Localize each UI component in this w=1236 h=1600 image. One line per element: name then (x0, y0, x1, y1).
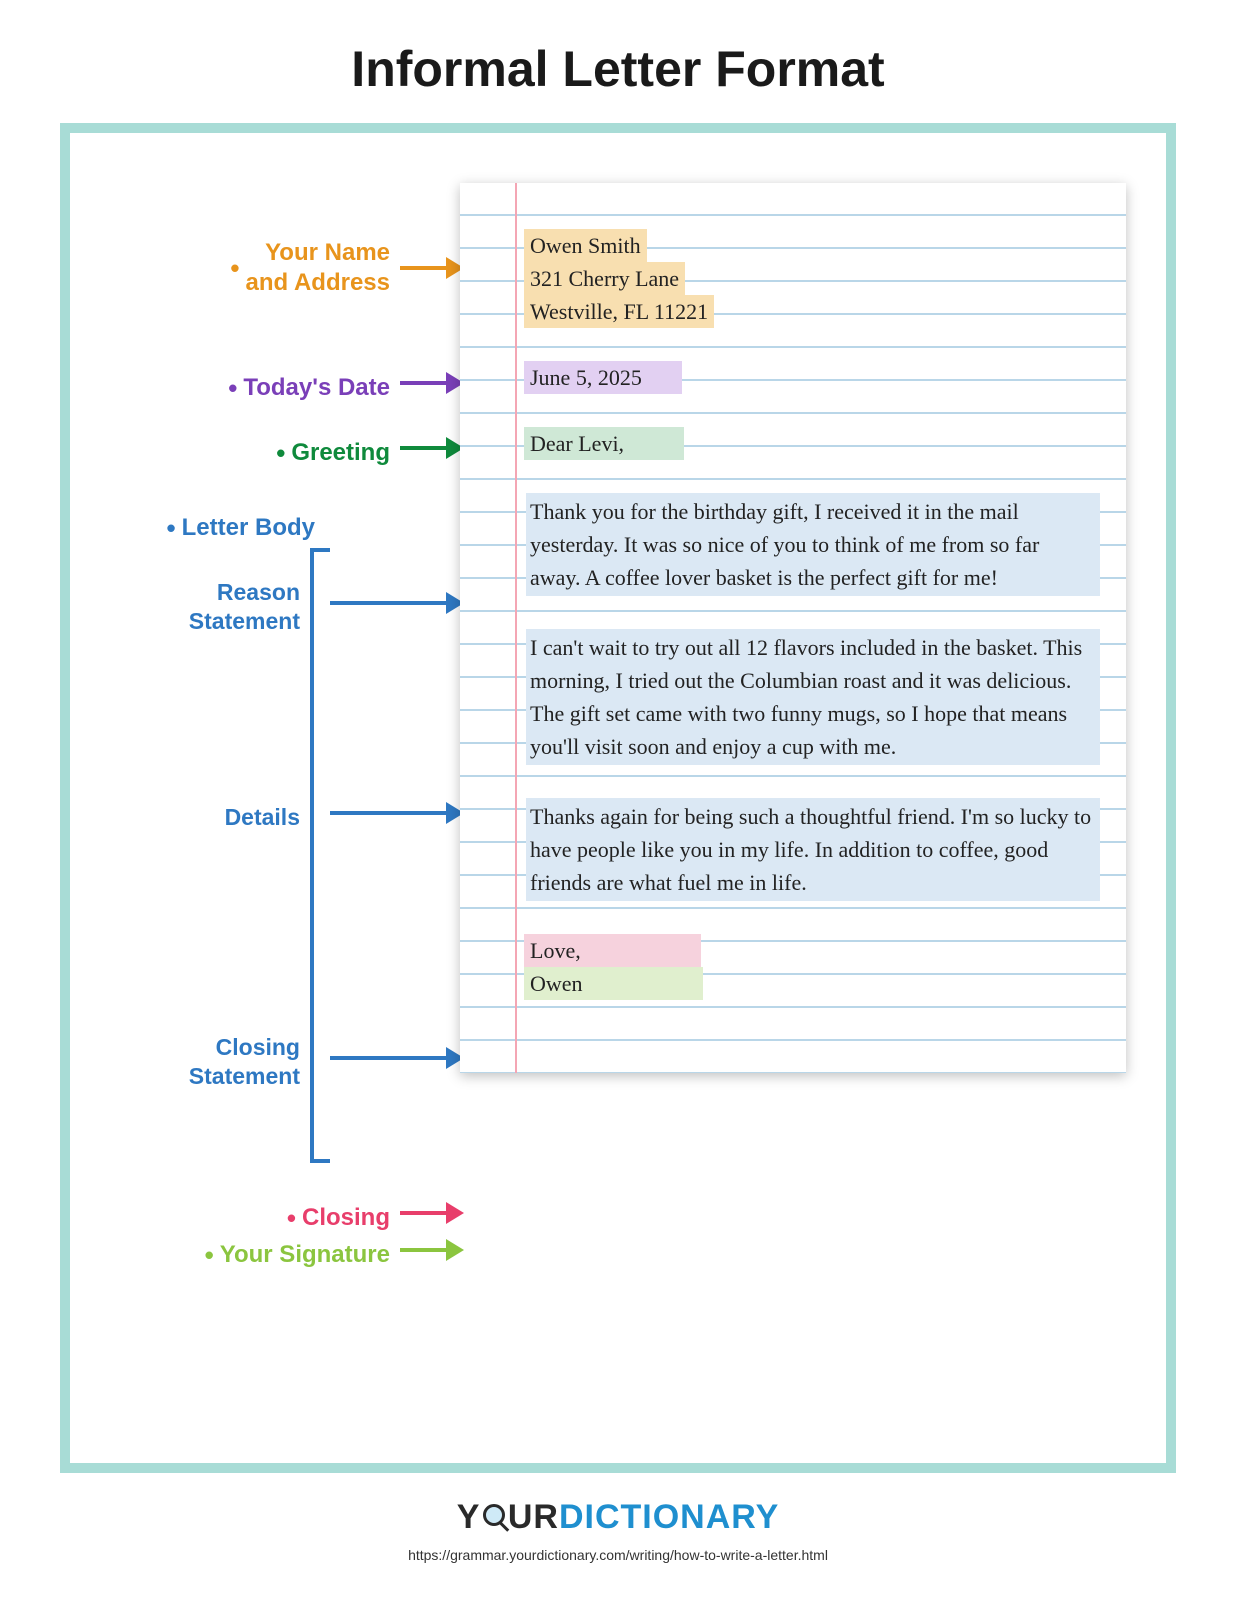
label-reason: Reason Statement (189, 578, 300, 636)
label-date: • Today's Date (228, 373, 390, 403)
label-text: Today's Date (243, 373, 390, 403)
page-title: Informal Letter Format (60, 40, 1176, 98)
bullet-icon: • (205, 1242, 214, 1268)
letter-paper: Owen Smith 321 Cherry Lane Westville, FL… (460, 183, 1126, 1073)
logo-text-ur: UR (508, 1498, 559, 1536)
logo: YOURDICTIONARY (60, 1498, 1176, 1537)
closing-block: Love, (530, 934, 1096, 967)
sender-name: Owen Smith (524, 229, 647, 262)
body-paragraph-details: I can't wait to try out all 12 flavors i… (530, 629, 1096, 765)
label-text: Closing Statement (189, 1033, 300, 1091)
sender-city: Westville, FL 11221 (524, 295, 714, 328)
label-address: • Your Name and Address (230, 238, 390, 298)
sender-address-block: Owen Smith 321 Cherry Lane Westville, FL… (530, 229, 1096, 328)
bullet-icon: • (287, 1205, 296, 1231)
footer: YOURDICTIONARY https://grammar.yourdicti… (60, 1498, 1176, 1563)
paragraph-text: Thank you for the birthday gift, I recei… (526, 493, 1100, 596)
labels-column: • Your Name and Address • Today's Date •… (110, 183, 400, 1413)
letter-date: June 5, 2025 (524, 361, 682, 394)
label-text: Details (225, 803, 300, 832)
content-row: • Your Name and Address • Today's Date •… (110, 183, 1126, 1413)
label-text: Closing (302, 1203, 390, 1233)
date-block: June 5, 2025 (530, 361, 1096, 394)
bullet-icon: • (167, 515, 176, 541)
body-bracket (310, 548, 330, 1163)
label-signature: • Your Signature (205, 1240, 390, 1270)
logo-text-dictionary: DICTIONARY (559, 1498, 779, 1536)
letter-greeting: Dear Levi, (524, 427, 684, 460)
logo-text-y: Y (457, 1498, 481, 1536)
label-text: Reason Statement (189, 578, 300, 636)
sender-street: 321 Cherry Lane (524, 262, 685, 295)
letter-signature: Owen (524, 967, 703, 1000)
body-paragraph-reason: Thank you for the birthday gift, I recei… (530, 493, 1096, 596)
source-url: https://grammar.yourdictionary.com/writi… (60, 1547, 1176, 1563)
label-text: Your Signature (220, 1240, 390, 1270)
label-text: Greeting (291, 438, 390, 468)
paragraph-text: Thanks again for being such a thoughtful… (526, 798, 1100, 901)
label-closing: • Closing (287, 1203, 390, 1233)
logo-o-wrap: O (480, 1498, 507, 1537)
signature-block: Owen (530, 967, 1096, 1000)
label-text: Your Name and Address (246, 238, 390, 298)
bullet-icon: • (230, 255, 239, 281)
paragraph-text: I can't wait to try out all 12 flavors i… (526, 629, 1100, 765)
label-closing-statement: Closing Statement (189, 1033, 300, 1091)
letter-closing: Love, (524, 934, 701, 967)
body-paragraph-closing: Thanks again for being such a thoughtful… (530, 798, 1096, 901)
greeting-block: Dear Levi, (530, 427, 1096, 460)
label-details: Details (225, 803, 300, 832)
infographic-frame: • Your Name and Address • Today's Date •… (60, 123, 1176, 1473)
bullet-icon: • (228, 375, 237, 401)
label-body: • Letter Body (167, 513, 315, 543)
bullet-icon: • (276, 440, 285, 466)
label-text: Letter Body (182, 513, 315, 543)
label-greeting: • Greeting (276, 438, 390, 468)
